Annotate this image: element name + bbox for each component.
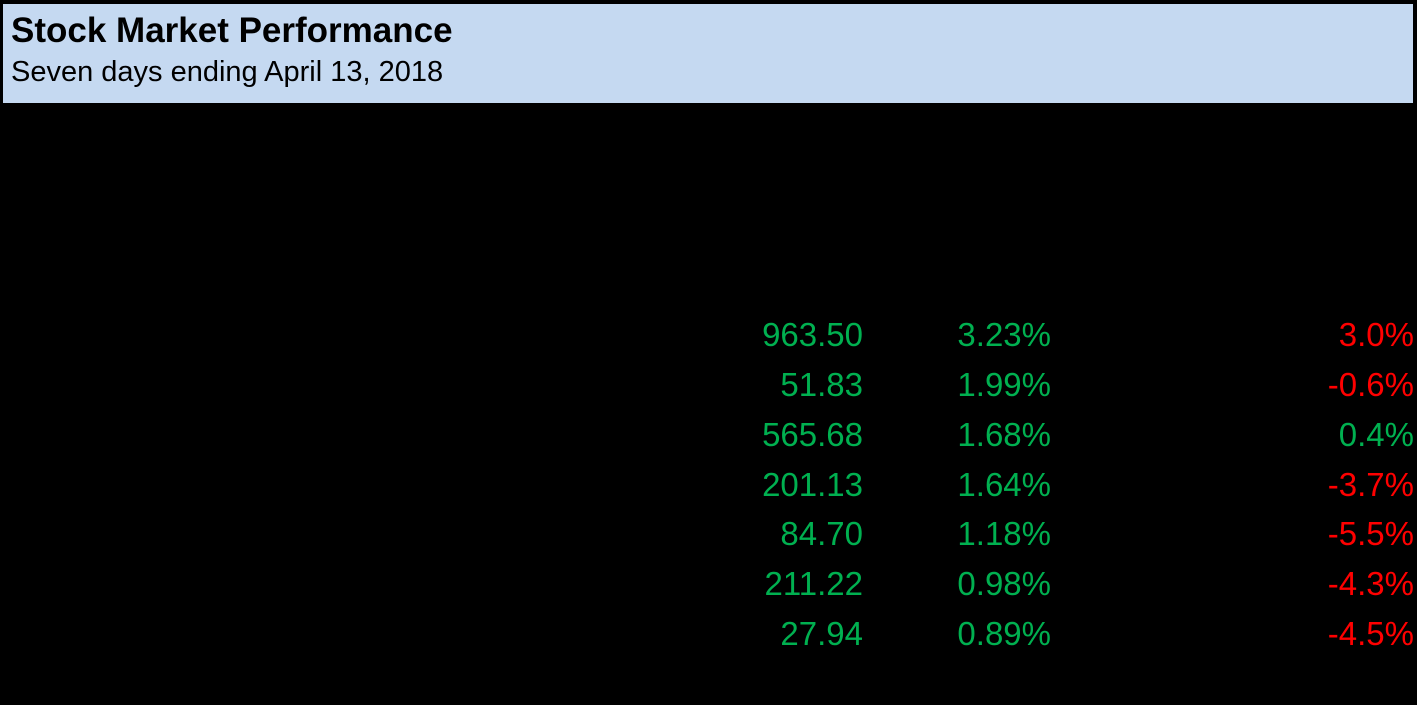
cell-pct-2: 3.0% xyxy=(1338,316,1414,353)
report-subtitle: Seven days ending April 13, 2018 xyxy=(11,56,444,88)
cell-pct-2: 0.4% xyxy=(1338,416,1414,453)
cell-pct-1: 1.68% xyxy=(957,416,1051,453)
cell-value: 84.70 xyxy=(780,515,863,552)
report-header: Stock Market Performance Seven days endi… xyxy=(0,0,1417,103)
table-row: 201.13 1.64% -3.7% xyxy=(0,460,1417,510)
table-row: 565.68 1.68% 0.4% xyxy=(0,410,1417,460)
table-row: 27.94 0.89% -4.5% xyxy=(0,609,1417,659)
report-body: 963.50 3.23% 3.0% 51.83 1.99% -0.6% 565.… xyxy=(0,103,1417,705)
cell-pct-2: -4.3% xyxy=(1327,565,1414,602)
table-row: 51.83 1.99% -0.6% xyxy=(0,360,1417,410)
table-row: 211.22 0.98% -4.3% xyxy=(0,559,1417,609)
cell-value: 963.50 xyxy=(762,316,863,353)
cell-value: 211.22 xyxy=(764,565,863,602)
cell-value: 201.13 xyxy=(762,466,863,503)
cell-value: 27.94 xyxy=(780,615,863,652)
cell-value: 565.68 xyxy=(762,416,863,453)
table-row: 84.70 1.18% -5.5% xyxy=(0,509,1417,559)
cell-pct-2: -0.6% xyxy=(1327,366,1414,403)
cell-pct-1: 3.23% xyxy=(957,316,1051,353)
cell-pct-1: 0.89% xyxy=(957,615,1051,652)
cell-pct-2: -4.5% xyxy=(1327,615,1414,652)
table-row: 963.50 3.23% 3.0% xyxy=(0,310,1417,360)
cell-pct-1: 1.18% xyxy=(957,515,1051,552)
cell-pct-1: 1.64% xyxy=(957,466,1051,503)
cell-pct-2: -3.7% xyxy=(1327,466,1414,503)
report-title: Stock Market Performance xyxy=(11,11,453,50)
cell-value: 51.83 xyxy=(780,366,863,403)
cell-pct-1: 0.98% xyxy=(957,565,1051,602)
cell-pct-2: -5.5% xyxy=(1327,515,1414,552)
cell-pct-1: 1.99% xyxy=(957,366,1051,403)
